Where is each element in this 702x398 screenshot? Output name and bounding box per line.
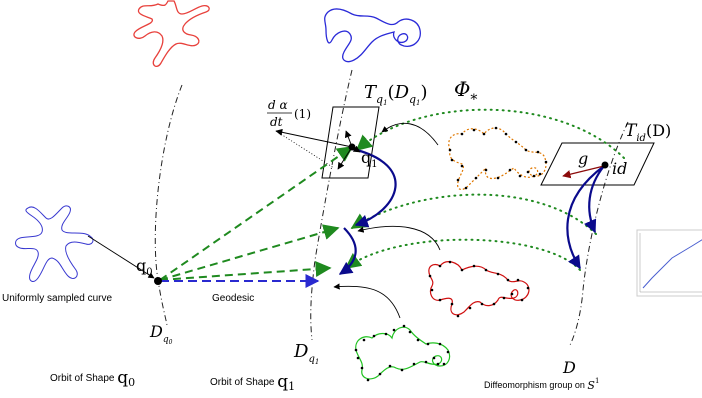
derivative-vector (275, 128, 353, 148)
derivative-numerator: d α (268, 98, 288, 112)
orbit-q1-curve (310, 69, 353, 341)
q1-point-label: q1 (361, 148, 378, 170)
orbit-q1-caption: Orbit of Shape q1 (210, 372, 295, 393)
navy-arrow-q1-lower (338, 227, 357, 275)
derivative-denominator: dt (270, 115, 283, 129)
navy-arrow-id-lower (566, 165, 605, 270)
projection-vector-1 (337, 146, 353, 170)
black-arrow-blue-star (87, 235, 155, 279)
orbit-q0-caption: Orbit of Shape q0 (50, 368, 135, 389)
blue-seahorse-shape (324, 8, 421, 63)
green-dashed-arrow-3 (159, 261, 332, 281)
diffeo-caption: Diffeomorphism group on S1 (484, 377, 599, 392)
tangent-q1-label: Tq1(Dq1) (364, 82, 428, 107)
green-dashed-arrow-2 (159, 224, 340, 281)
black-arrow-red-shape (357, 225, 441, 251)
derivative-dotted-1 (275, 130, 335, 169)
black-arrow-orange-shape (381, 122, 439, 146)
g-vector (562, 165, 605, 179)
phi-arc-middle (350, 193, 597, 235)
navy-arrow-q1-upper (352, 147, 397, 228)
geodesic-caption: Geodesic (212, 293, 254, 304)
phi-arc-lower (344, 238, 581, 271)
phi-star-label: Φ* (454, 77, 477, 108)
green-dotted-shape (354, 324, 451, 382)
red-star-shape (133, 0, 210, 67)
uniformly-sampled-caption: Uniformly sampled curve (2, 293, 112, 304)
id-label: id (612, 159, 627, 178)
tangent-plane-id (540, 142, 655, 186)
orbit-q1-symbol: Dq1 (293, 341, 319, 366)
point-q0 (154, 277, 162, 285)
point-id (601, 161, 609, 169)
derivative-arg: (1) (294, 107, 311, 121)
orange-dotted-shape (448, 126, 548, 191)
point-q1 (348, 143, 356, 151)
orbit-q0-symbol: Dq0 (149, 322, 173, 346)
diffeo-symbol: D (562, 358, 576, 377)
navy-arrow-id-upper (584, 165, 605, 234)
red-dotted-shape (428, 260, 530, 318)
tangent-id-label: Tid(D) (625, 121, 671, 144)
q0-point-label: q0 (136, 256, 153, 278)
inset-thumbnail-chart (636, 229, 702, 297)
g-label: g (578, 149, 588, 168)
orbit-q0-curve (154, 84, 183, 326)
diffeo-curve (569, 121, 629, 346)
black-arrow-green-shape (333, 283, 401, 319)
tangent-plane-q1 (321, 106, 380, 179)
blue-star-shape (15, 205, 94, 282)
